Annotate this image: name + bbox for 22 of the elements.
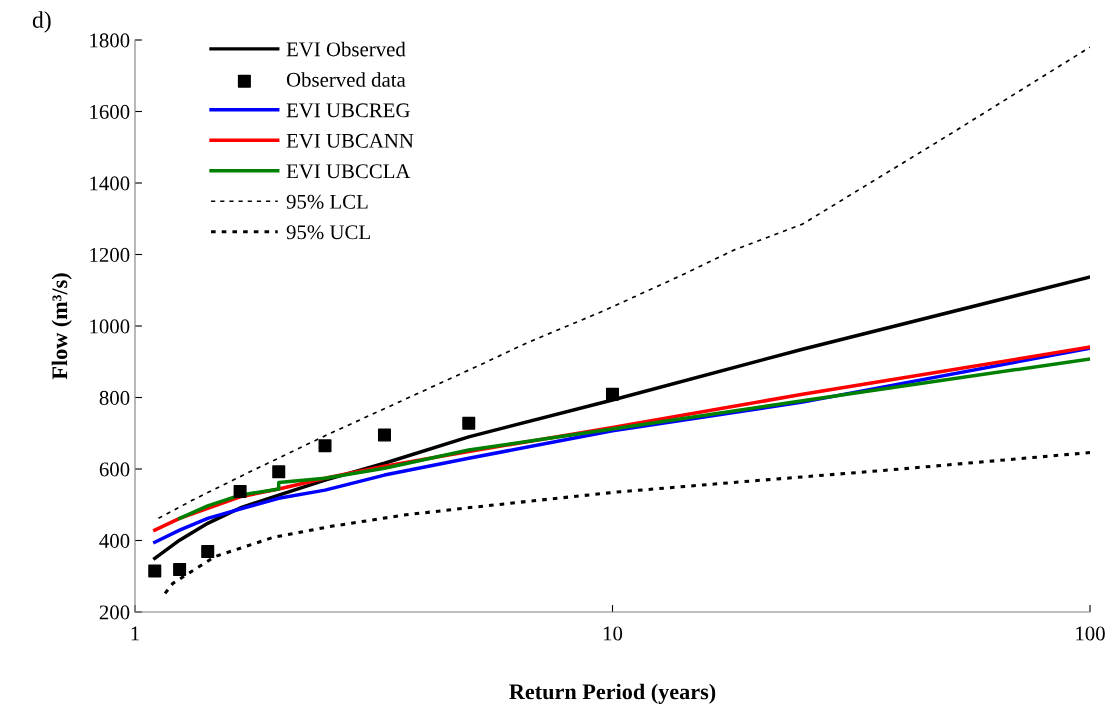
legend-label: 95% LCL [286, 194, 368, 209]
y-tick-label: 1400 [90, 176, 130, 191]
y-tick-label: 400 [99, 533, 130, 548]
x-axis-title: Return Period (years) [509, 683, 716, 704]
legend-label: 95% UCL [286, 225, 370, 240]
y-tick-label: 1200 [90, 247, 130, 262]
legend-label: EVI Observed [286, 41, 406, 57]
x-tick-label: 1 [131, 626, 139, 641]
y-tick-label: 600 [99, 462, 130, 477]
y-axis-title: Flow (m³/s) [51, 273, 72, 380]
text: d) [32, 11, 51, 33]
y-tick-label: 1600 [90, 104, 130, 119]
y-tick-label: 1000 [90, 319, 130, 334]
y-tick-label: 800 [99, 390, 130, 405]
legend-label: EVI UBCCLA [286, 164, 411, 179]
x-tick-label: 100 [1076, 626, 1105, 641]
x-tick-label: 10 [603, 626, 623, 641]
legend-label: EVI UBCANN [286, 133, 414, 148]
y-tick-label: 1800 [90, 33, 130, 48]
legend-label: Observed data [286, 72, 406, 87]
legend-label: EVI UBCREG [286, 103, 410, 118]
y-tick-label: 200 [99, 605, 130, 620]
